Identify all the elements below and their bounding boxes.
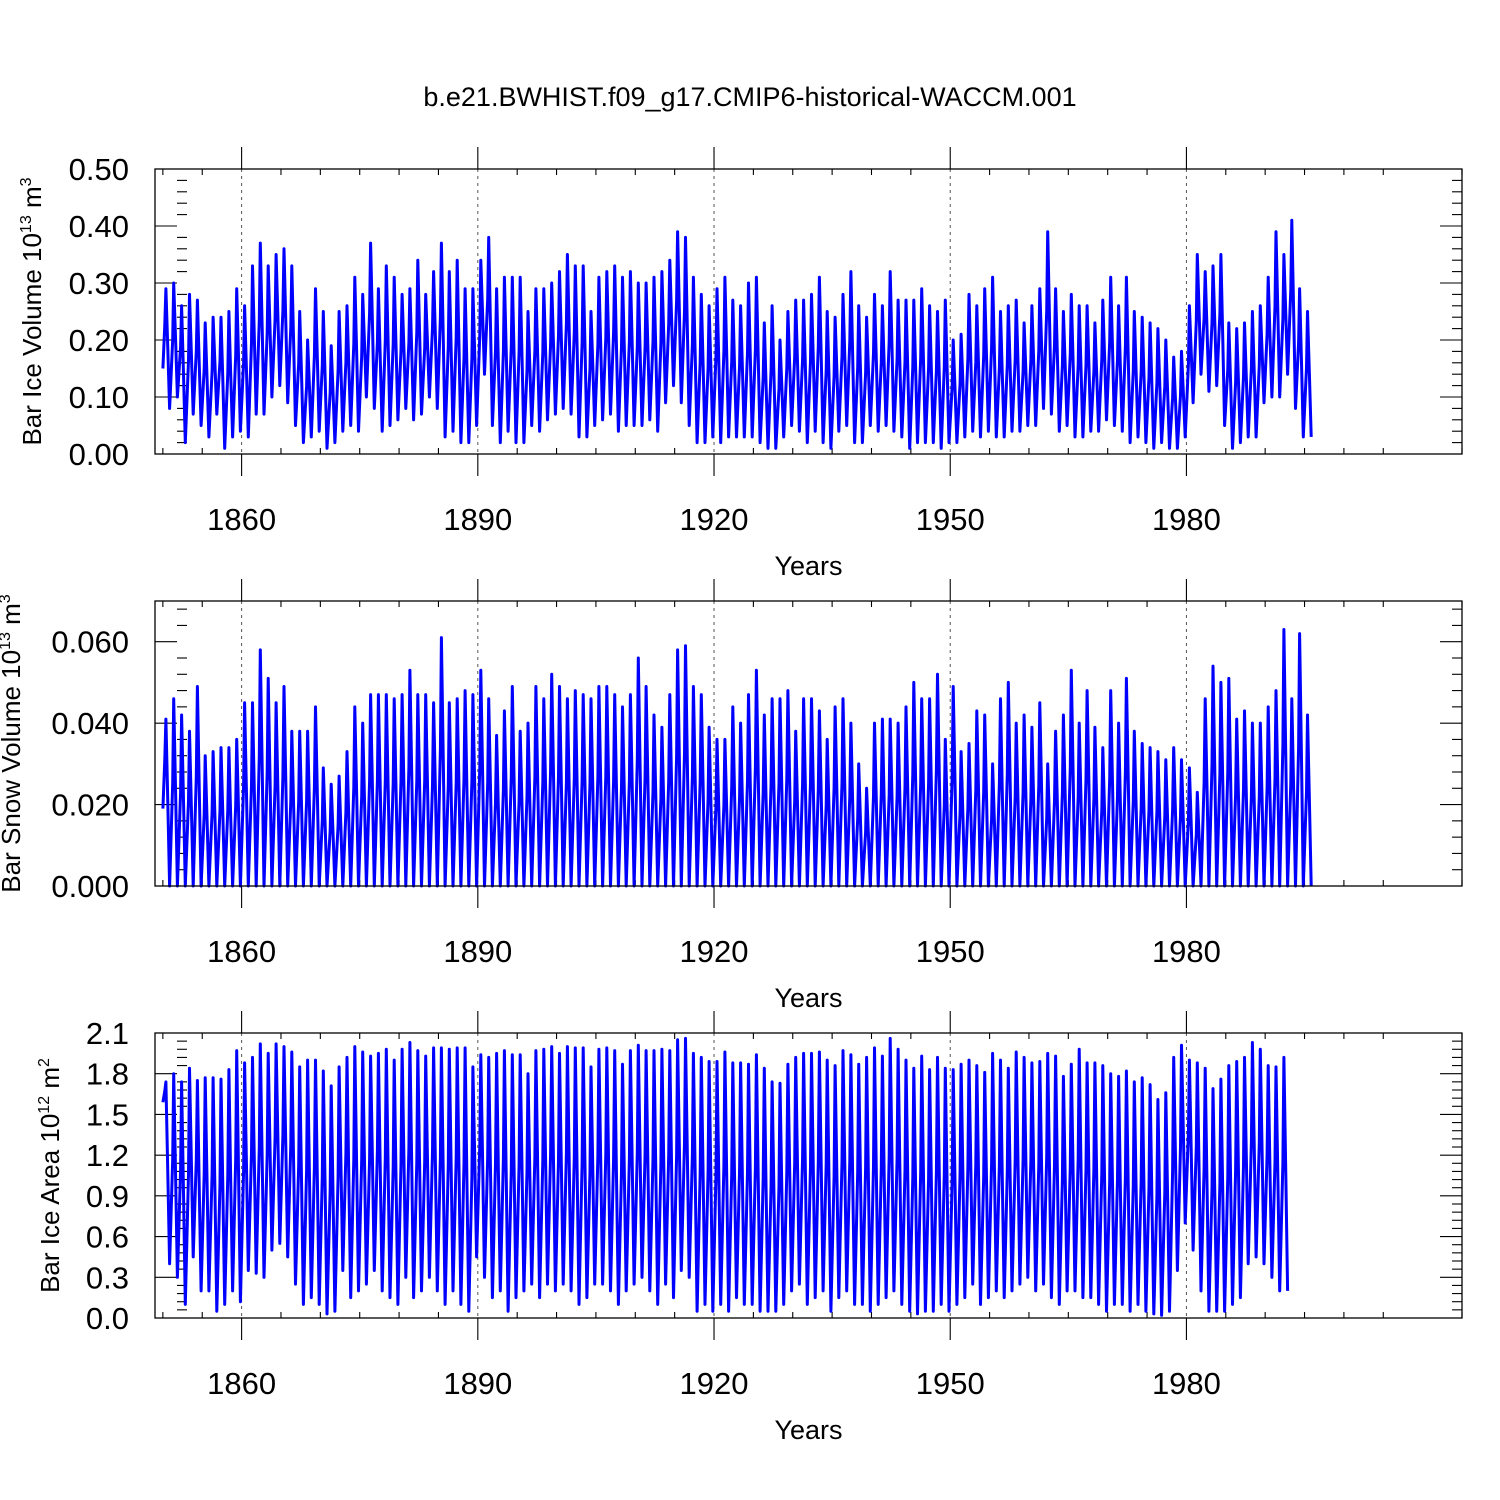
y-tick-label: 0.060 xyxy=(51,625,129,660)
x-axis-label: Years xyxy=(774,983,842,1013)
series-line xyxy=(161,1036,1290,1317)
x-tick-label: 1950 xyxy=(916,1366,985,1401)
figure-title: b.e21.BWHIST.f09_g17.CMIP6-historical-WA… xyxy=(423,82,1076,112)
y-axis-label-part: m xyxy=(17,186,47,215)
y-tick-label: 1.5 xyxy=(86,1097,129,1132)
x-tick-label: 1980 xyxy=(1152,502,1221,537)
panel-1: 1860 1890 1920 1950 1980 0.00 0.10 0.20 0.30 0.40… xyxy=(17,147,1463,581)
series-line xyxy=(161,218,1313,450)
y-tick-label: 0.9 xyxy=(86,1179,129,1214)
y-axis-label-part: m xyxy=(0,603,26,632)
y-axis-label-part: 2 xyxy=(36,1058,53,1067)
y-axis-label: Bar Snow Volume 1013 m3 xyxy=(0,594,26,893)
y-axis-label-part: 12 xyxy=(36,1096,53,1114)
y-tick-label: 0.000 xyxy=(51,869,129,904)
y-tick-label: 0.0 xyxy=(86,1301,129,1336)
x-tick-label: 1860 xyxy=(207,1366,276,1401)
y-axis-label-part: Bar Ice Area 10 xyxy=(35,1114,65,1293)
y-tick-label: 0.020 xyxy=(51,788,129,823)
x-axis-label: Years xyxy=(774,1415,842,1445)
y-tick-label: 0.20 xyxy=(69,323,129,358)
y-axis-label-part: 3 xyxy=(18,177,35,186)
plot-frame xyxy=(154,1032,1463,1319)
y-axis-label-part: Bar Ice Volume 10 xyxy=(17,233,47,445)
y-axis-label-part: Bar Snow Volume 10 xyxy=(0,650,26,893)
panel-3: 1860 1890 1920 1950 1980 0.0 0.3 0.6 0.9 1.2 1.5 1.… xyxy=(35,1011,1463,1445)
x-axis-label: Years xyxy=(774,551,842,581)
y-tick-label: 1.8 xyxy=(86,1057,129,1092)
y-tick-label: 0.10 xyxy=(69,380,129,415)
y-axis-label-part: m xyxy=(35,1067,65,1096)
y-axis-label: Bar Ice Volume 1013 m3 xyxy=(17,177,47,445)
x-tick-label: 1920 xyxy=(680,934,749,969)
y-tick-label: 2.1 xyxy=(86,1016,129,1051)
panels: 1860 1890 1920 1950 1980 0.00 0.10 0.20 0.30 0.40… xyxy=(0,147,1463,1445)
panel-2: 1860 1890 1920 1950 1980 0.000 0.020 0.040 0.060… xyxy=(0,579,1463,1013)
y-tick-label: 0.040 xyxy=(51,706,129,741)
y-tick-label: 0.40 xyxy=(69,209,129,244)
y-axis-label-part: 3 xyxy=(0,594,14,603)
y-tick-label: 0.00 xyxy=(69,437,129,472)
series-line xyxy=(161,628,1313,888)
x-tick-label: 1980 xyxy=(1152,1366,1221,1401)
plot-frame xyxy=(154,600,1463,887)
x-tick-label: 1890 xyxy=(443,502,512,537)
x-tick-label: 1860 xyxy=(207,502,276,537)
y-tick-label: 0.50 xyxy=(69,152,129,187)
y-tick-label: 0.6 xyxy=(86,1220,129,1255)
x-tick-label: 1950 xyxy=(916,934,985,969)
x-tick-label: 1920 xyxy=(680,1366,749,1401)
y-axis-label-part: 13 xyxy=(18,215,35,233)
x-tick-label: 1920 xyxy=(680,502,749,537)
y-tick-label: 0.30 xyxy=(69,266,129,301)
y-tick-label: 1.2 xyxy=(86,1138,129,1173)
plot-frame xyxy=(154,168,1463,455)
y-axis-label-part: 13 xyxy=(0,632,14,650)
y-axis-label: Bar Ice Area 1012 m2 xyxy=(35,1058,65,1293)
x-tick-label: 1950 xyxy=(916,502,985,537)
y-tick-label: 0.3 xyxy=(86,1260,129,1295)
x-tick-label: 1890 xyxy=(443,1366,512,1401)
x-tick-label: 1860 xyxy=(207,934,276,969)
x-tick-label: 1980 xyxy=(1152,934,1221,969)
x-tick-label: 1890 xyxy=(443,934,512,969)
